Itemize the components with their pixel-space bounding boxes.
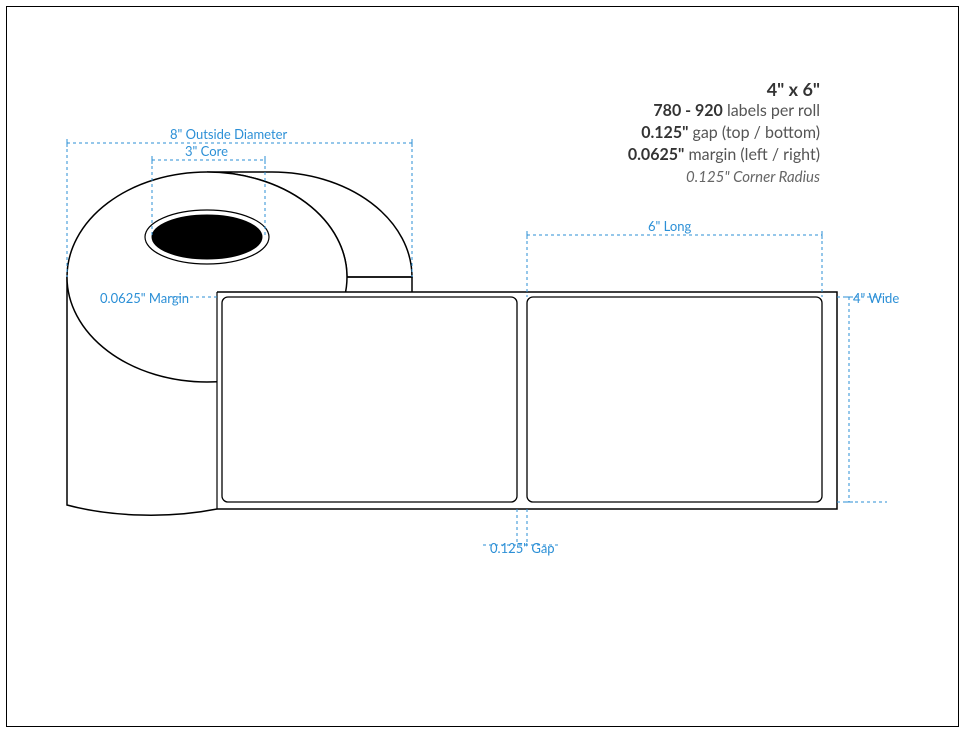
spec-count: 780 - 920 labels per roll (628, 100, 820, 122)
dim-label-long: 6" Long (648, 218, 691, 234)
label-rect-2 (527, 297, 822, 502)
core-hole (152, 215, 262, 259)
spec-block: 4" x 6" 780 - 920 labels per roll 0.125"… (628, 78, 820, 188)
dim-label-gap: 0.125" Gap (490, 540, 555, 556)
spec-gap: 0.125" gap (top / bottom) (628, 122, 820, 144)
spec-size: 4" x 6" (628, 78, 820, 100)
roll-shoulder (347, 277, 412, 292)
spec-corner-radius: 0.125" Corner Radius (628, 166, 820, 188)
dim-label-od: 8" Outside Diameter (170, 126, 287, 142)
dim-label-core: 3" Core (185, 143, 228, 159)
dim-label-wide: 4" Wide (853, 290, 899, 306)
spec-margin: 0.0625" margin (left / right) (628, 144, 820, 166)
dim-label-margin: 0.0625" Margin (100, 290, 189, 306)
label-rect-1 (222, 297, 517, 502)
